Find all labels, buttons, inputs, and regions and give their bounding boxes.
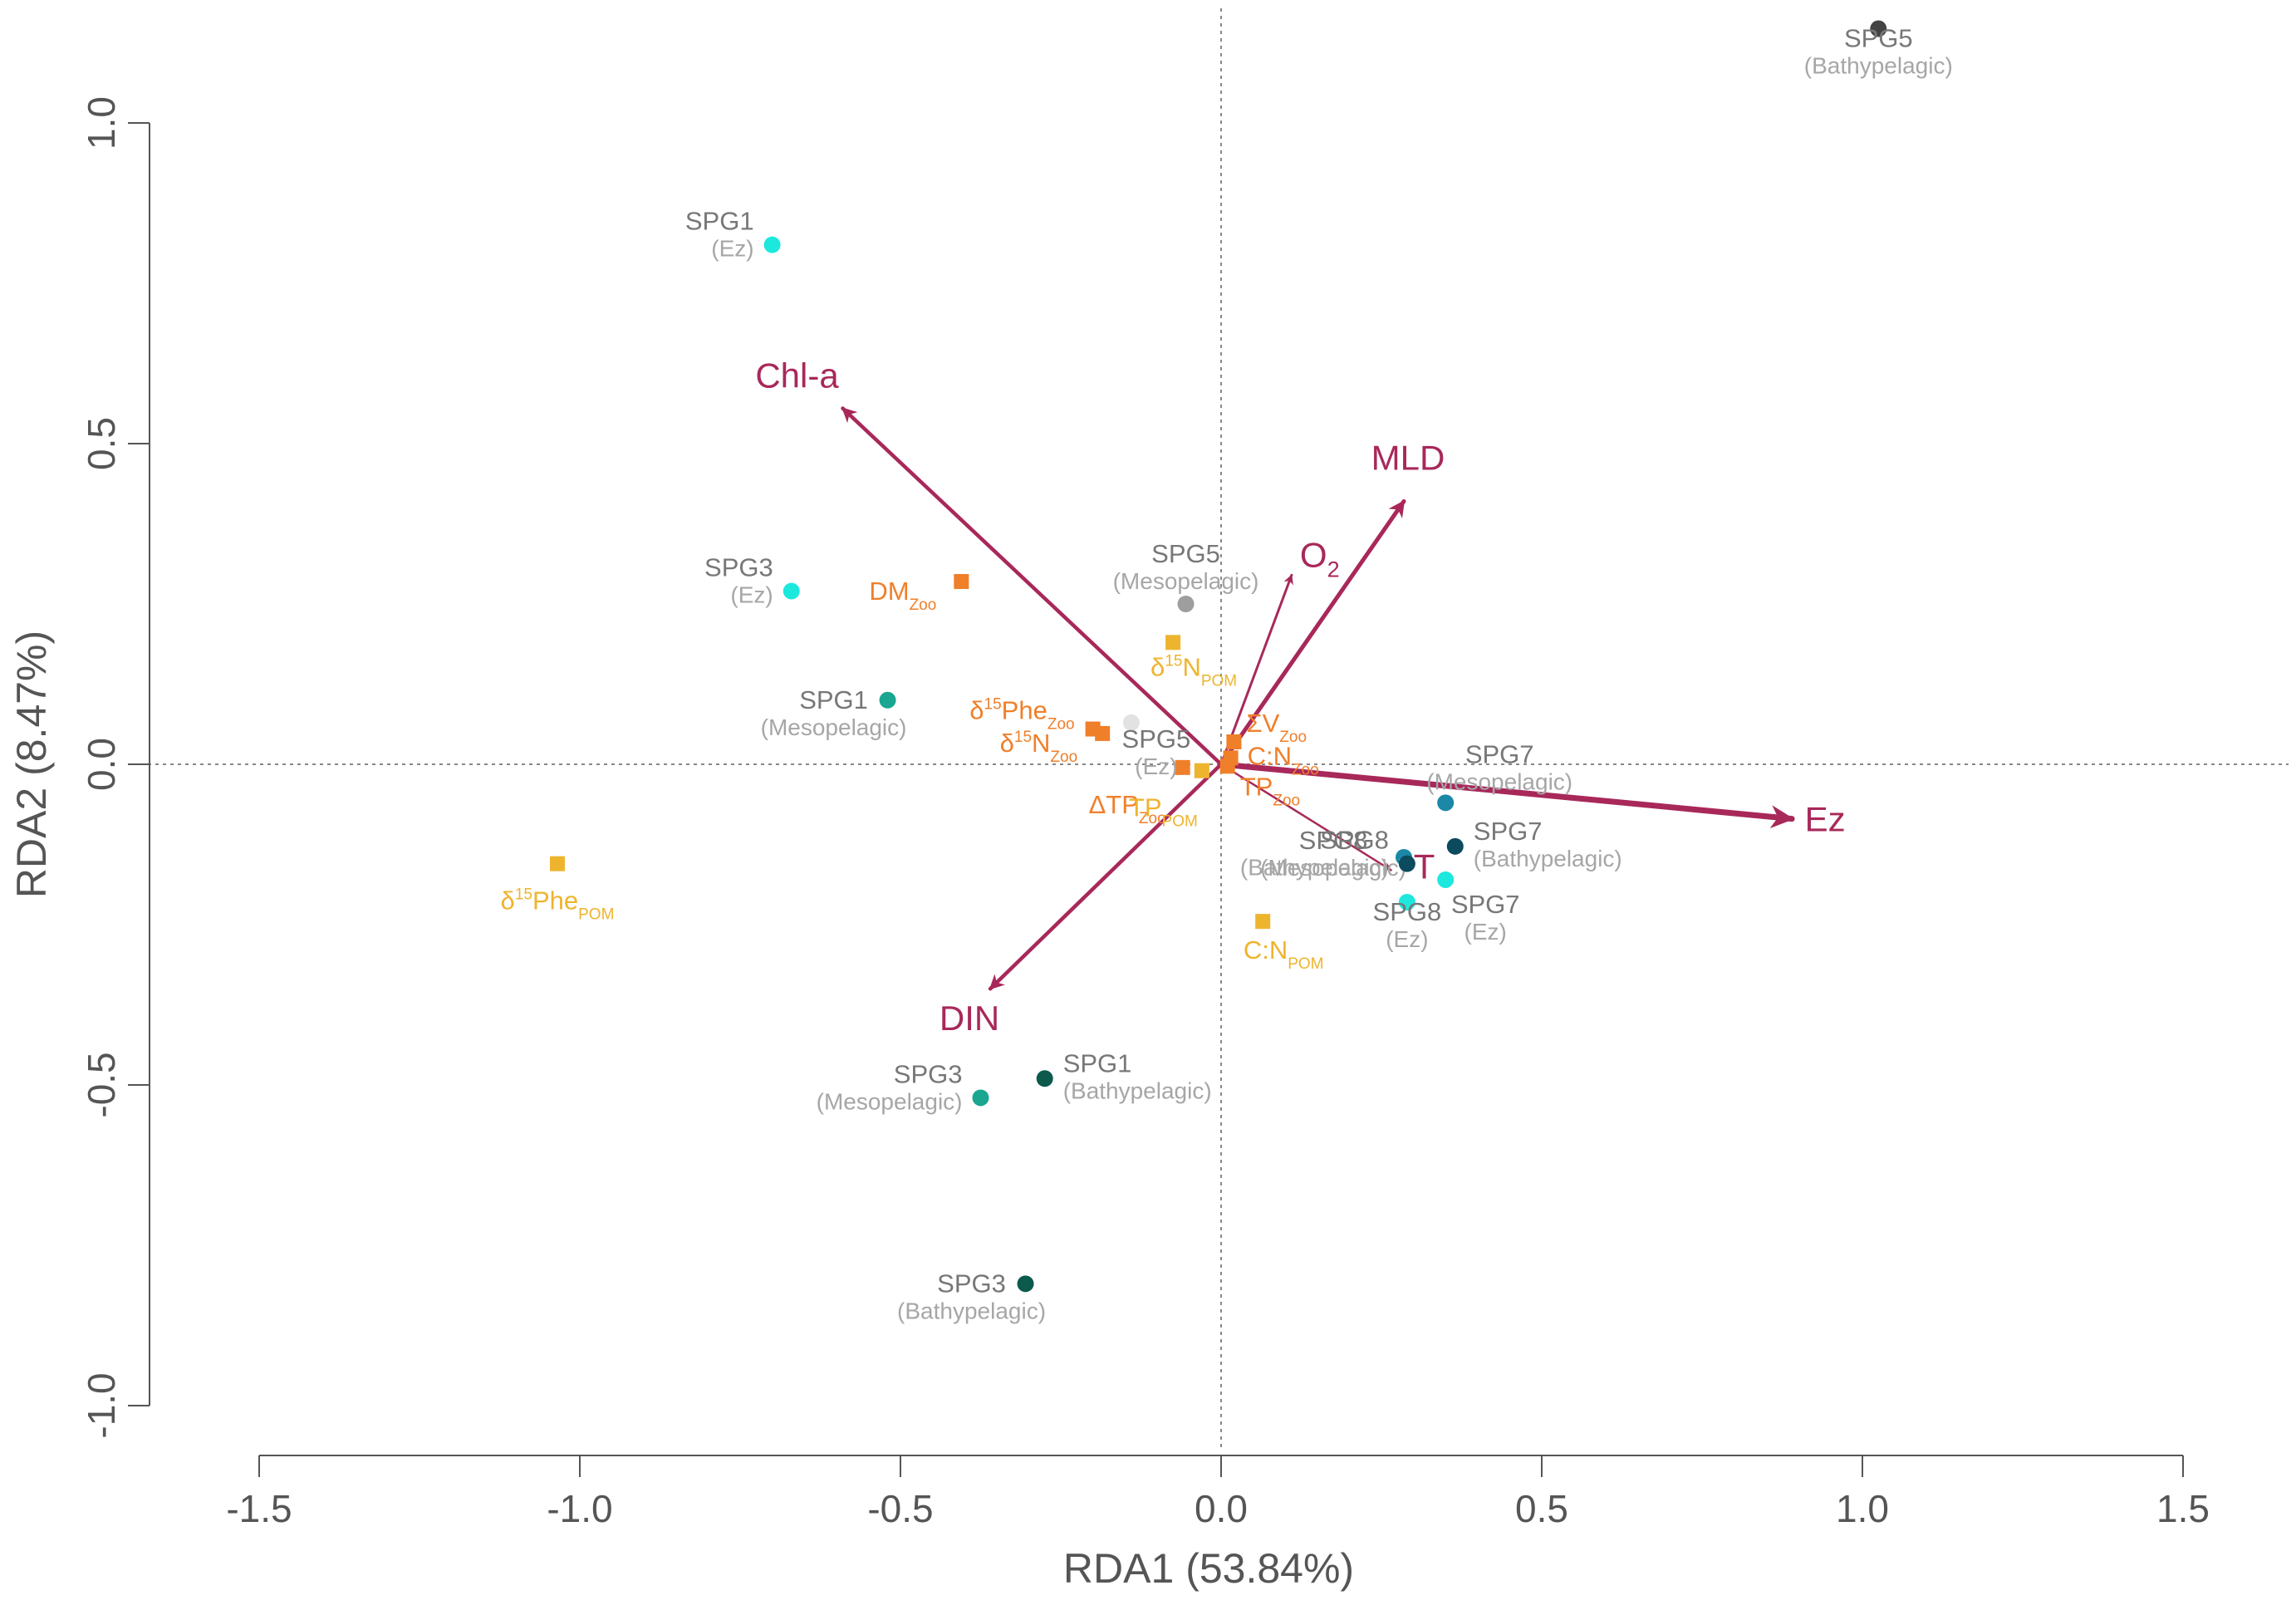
x-tick-label: 0.0 (1195, 1487, 1248, 1530)
response-variable-marker (1165, 635, 1181, 650)
site-zone-label: (Bathypelagic) (1240, 855, 1389, 881)
site-point (1437, 871, 1455, 888)
site-name-label: SPG5 (1844, 24, 1913, 53)
response-variable-label: δ15NPOM (1150, 652, 1237, 690)
explanatory-vectors: Chl-a MLD O2 Ez T DIN (755, 356, 1845, 1038)
response-variable-label: DMZoo (869, 577, 936, 614)
site-name-label: SPG8 (1299, 826, 1368, 855)
y-tick-label: 0.0 (80, 738, 123, 791)
site-point (1446, 837, 1464, 855)
site-zone-label: (Mesopelagic) (1260, 855, 1406, 881)
site-zone-label: (Ez) (1464, 919, 1507, 945)
reference-lines (148, 8, 2289, 1450)
response-variable-marker (549, 856, 565, 871)
x-tick-label: -1.0 (547, 1487, 612, 1530)
vector-label-chl-a: Chl-a (755, 356, 839, 395)
site-zone-label: (Bathypelagic) (1804, 53, 1953, 79)
site-point (1036, 1070, 1053, 1087)
site-zone-label: (Bathypelagic) (897, 1298, 1046, 1323)
site-point (1870, 20, 1887, 37)
y-tick-label: 1.0 (80, 96, 123, 150)
vector-arrow-mld (1219, 498, 1406, 767)
y-axis-title: RDA2 (8.47%) (8, 631, 55, 898)
vector-arrow-ez (1218, 761, 1795, 829)
response-variable-marker (1226, 734, 1242, 749)
vector-label-ez: Ez (1805, 800, 1846, 839)
site-point (879, 691, 896, 709)
site-point (1017, 1275, 1034, 1293)
x-axis: -1.5 -1.0 -0.5 0.0 0.5 1.0 1.5 (226, 1455, 2210, 1530)
site-name-label: SPG8 (1373, 897, 1442, 926)
y-tick-label: -0.5 (80, 1052, 123, 1117)
site-point (1437, 794, 1455, 812)
response-variable-label: δ15PhePOM (501, 886, 615, 924)
vector-arrow-o (1219, 573, 1293, 766)
y-axis: -1.0 -0.5 0.0 0.5 1.0 (80, 96, 150, 1439)
site-zone-label: (Ez) (730, 582, 773, 608)
y-tick-label: -1.0 (80, 1372, 123, 1438)
site-point (1398, 893, 1415, 910)
response-variable-marker (1255, 914, 1271, 930)
response-variable-label: C:NZoo (1248, 741, 1319, 778)
site-point (783, 582, 800, 600)
x-tick-label: 1.5 (2156, 1487, 2210, 1530)
site-name-label: SPG7 (1474, 817, 1543, 846)
x-axis-title: RDA1 (53.84%) (1063, 1545, 1354, 1592)
site-point (972, 1089, 989, 1107)
site-name-label: SPG1 (1063, 1048, 1132, 1077)
site-point (763, 236, 781, 253)
vector-label-din: DIN (939, 999, 999, 1038)
site-point (1177, 596, 1195, 612)
response-variable-marker (1219, 758, 1235, 774)
site-name-label: SPG7 (1451, 890, 1520, 919)
response-variable-marker (954, 573, 969, 589)
site-zone-label: (Ez) (1386, 926, 1428, 952)
response-variable-label: δ15NZoo (1000, 729, 1078, 766)
site-name-label: SPG7 (1465, 739, 1534, 768)
site-name-label: SPG1 (799, 685, 868, 714)
x-tick-label: -1.5 (226, 1487, 292, 1530)
site-zone-label: (Mesopelagic) (817, 1088, 963, 1114)
vector-arrow-chl-a (841, 406, 1224, 767)
site-name-label: SPG1 (685, 207, 754, 236)
site-name-label: SPG5 (1122, 724, 1191, 753)
response-variable-marker (1194, 763, 1209, 778)
x-tick-label: -0.5 (867, 1487, 933, 1530)
site-zone-label: (Mesopelagic) (761, 714, 907, 740)
site-zone-label: (Ez) (711, 236, 753, 262)
site-zone-label: (Bathypelagic) (1063, 1077, 1212, 1103)
x-tick-label: 0.5 (1515, 1487, 1568, 1530)
response-variable-label: ΣVZoo (1246, 709, 1307, 746)
response-variable-marker (1175, 759, 1190, 775)
site-name-label: SPG8 (1320, 826, 1389, 855)
site-points: SPG1(Ez)SPG3(Ez)SPG1(Mesopelagic)SPG5(Me… (685, 20, 1953, 1323)
site-name-label: SPG3 (937, 1269, 1006, 1298)
site-point (1122, 714, 1140, 731)
response-variable-marker (1095, 725, 1111, 741)
y-tick-label: 0.5 (80, 417, 123, 470)
site-zone-label: (Mesopelagic) (1113, 568, 1259, 594)
response-variable-label: TPZoo (1240, 772, 1300, 809)
site-name-label: SPG5 (1151, 539, 1220, 568)
site-zone-label: (Ez) (1135, 753, 1177, 779)
site-name-label: SPG3 (894, 1059, 963, 1088)
site-zone-label: (Bathypelagic) (1474, 846, 1622, 871)
vector-arrow-din (988, 762, 1224, 991)
site-zone-label: (Mesopelagic) (1426, 768, 1572, 794)
x-tick-label: 1.0 (1836, 1487, 1889, 1530)
vector-label-mld: MLD (1371, 438, 1445, 477)
axes: -1.5 -1.0 -0.5 0.0 0.5 1.0 1.5 -1.0 -0.5 0.0 0.5 1… (8, 96, 2210, 1592)
response-variable-label: δ15PheZoo (969, 696, 1074, 734)
response-variable-label: ΔTPZoo (1089, 790, 1166, 827)
response-variable-label: TPPOM (1129, 793, 1198, 831)
site-name-label: SPG3 (704, 553, 773, 582)
vector-label-t: T (1414, 847, 1435, 886)
site-point (1398, 855, 1415, 872)
response-variable-label: C:NPOM (1244, 935, 1324, 973)
vector-label-o: O2 (1300, 535, 1340, 582)
vector-arrow-t (1219, 763, 1392, 871)
